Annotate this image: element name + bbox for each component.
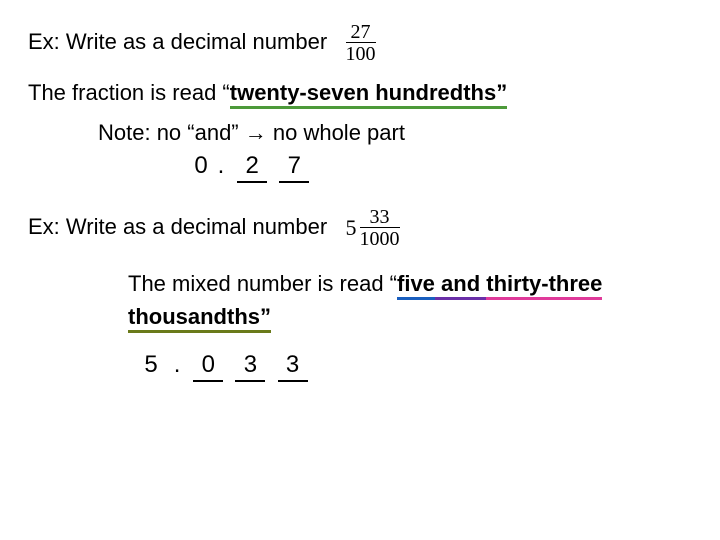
digit-slot: 3 bbox=[235, 351, 265, 382]
ex1-note: Note: no “and” → no whole part bbox=[98, 120, 692, 146]
ex2-lead-digit: 5 bbox=[138, 351, 164, 379]
digit-slot: 7 bbox=[279, 152, 309, 183]
ex2-prompt-text: Ex: Write as a decimal number bbox=[28, 214, 327, 239]
ex1-prompt-text: Ex: Write as a decimal number bbox=[28, 29, 327, 54]
ex1-frac-den: 100 bbox=[346, 42, 376, 64]
ex2-reading-prefix: The mixed number is read “ bbox=[128, 271, 397, 296]
ex2-reading-p3: thirty-three bbox=[486, 271, 602, 300]
ex2-reading-p2: and bbox=[435, 271, 486, 300]
ex1-reading-words: twenty-seven hundredths” bbox=[230, 80, 507, 109]
ex1-reading-prefix: The fraction is read “ bbox=[28, 80, 230, 105]
digit-slot: 3 bbox=[278, 351, 308, 382]
ex2-frac-num: 33 bbox=[360, 207, 400, 227]
decimal-point-icon: . bbox=[170, 351, 184, 379]
ex2-fraction: 33 1000 bbox=[360, 207, 400, 249]
ex2-prompt: Ex: Write as a decimal number 5 33 1000 bbox=[28, 207, 692, 249]
ex1-lead-digit: 0 bbox=[188, 152, 214, 180]
decimal-point-icon: . bbox=[214, 152, 228, 180]
ex1-fraction: 27 100 bbox=[346, 22, 376, 64]
ex2-reading: The mixed number is read “five and thirt… bbox=[128, 267, 608, 333]
ex2-frac-den: 1000 bbox=[360, 227, 400, 249]
ex2-reading-p4: thousandths” bbox=[128, 304, 271, 333]
ex1-note-text: Note: no “and” → no whole part bbox=[98, 120, 405, 145]
ex1-prompt: Ex: Write as a decimal number 27 100 bbox=[28, 22, 692, 64]
ex1-reading: The fraction is read “twenty-seven hundr… bbox=[28, 80, 692, 106]
digit-slot: 0 bbox=[193, 351, 223, 382]
ex2-reading-p1: five bbox=[397, 271, 435, 300]
ex1-decimal: 0. 2 7 bbox=[188, 152, 692, 183]
ex2-mixed-whole: 5 bbox=[346, 215, 357, 240]
digit-slot: 2 bbox=[237, 152, 267, 183]
ex2-decimal: 5 . 0 3 3 bbox=[138, 351, 692, 382]
ex1-frac-num: 27 bbox=[346, 22, 376, 42]
